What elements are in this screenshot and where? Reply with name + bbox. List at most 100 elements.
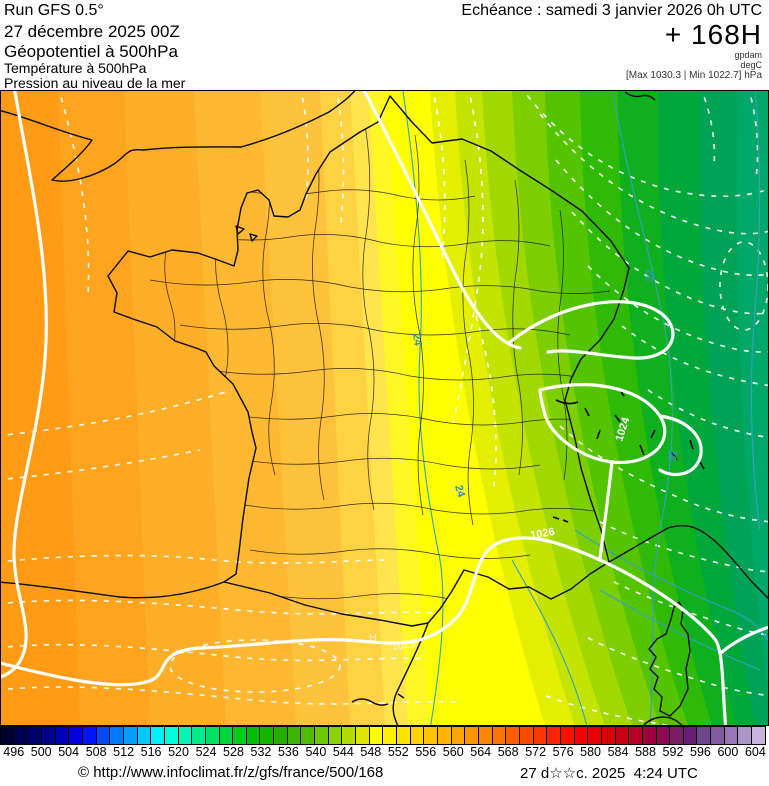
valid-time: Echéance : samedi 3 janvier 2026 0h UTC xyxy=(461,2,762,19)
colorbar-cell xyxy=(0,726,15,745)
colorbar-cell xyxy=(450,726,466,745)
colorbar-cell xyxy=(532,726,548,745)
colorbar-label: 552 xyxy=(387,745,409,759)
colorbar-label: 520 xyxy=(168,745,189,759)
model-run: Run GFS 0.5° xyxy=(4,2,104,19)
colorbar-label: 504 xyxy=(58,745,80,759)
spain-coastline xyxy=(0,581,225,599)
colorbar-label: 568 xyxy=(497,745,519,759)
england-coastline xyxy=(0,87,358,182)
north-coast-fragment xyxy=(624,91,656,101)
colorbar-cell xyxy=(122,726,138,745)
colorbar-cell xyxy=(13,726,29,745)
colorbar-label: 532 xyxy=(250,745,272,759)
colorbar-cell xyxy=(314,726,329,745)
italy-coastline xyxy=(608,524,769,600)
unit-geopotential: gpdam xyxy=(734,50,762,60)
colorbar-cell xyxy=(150,726,165,745)
field-pressure: Pression au niveau de la mer xyxy=(4,75,186,91)
temperature-contours xyxy=(401,84,769,731)
colorbar-cell xyxy=(641,726,657,745)
colorbar-cell xyxy=(273,726,288,745)
temperature-contour-label: 24 xyxy=(410,333,424,348)
colorbar-cell xyxy=(109,726,124,745)
colorbar-cell xyxy=(710,726,725,745)
run-date: 27 décembre 2025 00Z xyxy=(4,22,180,41)
colorbar-cell xyxy=(396,726,411,745)
colorbar-label: 548 xyxy=(360,745,382,759)
colorbar-cell xyxy=(245,726,261,745)
temperature-contour-label: 32 xyxy=(667,449,679,462)
colorbar-cell xyxy=(518,726,534,745)
colorbar-label: 540 xyxy=(305,745,327,759)
colorbar-label: 528 xyxy=(223,745,244,759)
colorbar-label: 516 xyxy=(140,745,162,759)
colorbar-cell xyxy=(573,726,589,745)
generation-timestamp: 27 d☆☆c. 2025 4:24 UTC xyxy=(520,765,698,782)
unit-temperature: degC xyxy=(740,60,762,70)
colorbar-cell xyxy=(559,726,575,745)
colorbar-cell xyxy=(300,726,316,745)
colorbar-labels: 496 500 504 508 512 516 520 524 528 532 536 540 544 5… xyxy=(0,745,769,761)
colorbar-cell xyxy=(669,726,684,745)
alpine-marks xyxy=(552,389,705,523)
colorbar-label: 560 xyxy=(442,745,464,759)
colorbar-label: 536 xyxy=(277,745,299,759)
colorbar-cell xyxy=(54,726,70,745)
spain-med-coast xyxy=(392,622,429,729)
colorbar-cell xyxy=(655,726,671,745)
colorbar-cell xyxy=(382,726,398,745)
colorbar-label: 572 xyxy=(525,745,547,759)
colorbar-cell xyxy=(218,726,234,745)
colorbar-label: 576 xyxy=(552,745,574,759)
balearic-islands xyxy=(351,693,405,706)
colorbar-cell xyxy=(81,726,97,745)
colorbar-cell xyxy=(491,726,507,745)
geopotential-bands xyxy=(58,90,769,726)
dashed-contours xyxy=(0,85,769,731)
colorbar-cell xyxy=(136,726,152,745)
corsica-coastline xyxy=(648,601,691,717)
colorbar-cell xyxy=(191,726,206,745)
colorbar-cell xyxy=(614,726,630,745)
colorbar-label: 496 xyxy=(3,745,25,759)
colorbar-cell xyxy=(177,726,193,745)
colorbar-label: 544 xyxy=(332,745,354,759)
colorbar-cell xyxy=(682,726,698,745)
colorbar-cell xyxy=(341,726,357,745)
source-url: © http://www.infoclimat.fr/z/gfs/france/… xyxy=(78,764,384,781)
colorbar-cell xyxy=(204,726,220,745)
colorbar-cell xyxy=(737,726,753,745)
pressure-contour-label: H xyxy=(369,632,377,644)
colorbar-cell xyxy=(286,726,302,745)
colorbar-label: 564 xyxy=(470,745,492,759)
colorbar-label: 592 xyxy=(662,745,684,759)
colorbar-cell xyxy=(628,726,643,745)
colorbar-cell xyxy=(600,726,616,745)
colorbar xyxy=(0,726,766,745)
colorbar-label: 556 xyxy=(415,745,437,759)
pressure-minmax: [Max 1030.3 | Min 1022.7] hPa xyxy=(625,70,762,81)
colorbar-label: 604 xyxy=(744,745,766,759)
colorbar-cell xyxy=(232,726,247,745)
colorbar-label: 524 xyxy=(195,745,217,759)
pressure-contour-label: 1026 xyxy=(529,526,555,542)
colorbar-cell xyxy=(477,726,493,745)
colorbar-label: 584 xyxy=(607,745,629,759)
colorbar-cell xyxy=(368,726,384,745)
colorbar-label: 512 xyxy=(113,745,135,759)
lead-time: + 168H xyxy=(664,19,762,50)
colorbar-cell xyxy=(355,726,370,745)
colorbar-cell xyxy=(751,726,766,745)
temperature-contour-label: 24 xyxy=(452,484,467,500)
isobars xyxy=(0,84,769,732)
colorbar-cell xyxy=(327,726,343,745)
pressure-contour-label: 1029 xyxy=(391,638,417,653)
temperature-contour-label: 32 xyxy=(644,269,656,282)
colorbar-cell xyxy=(546,726,561,745)
footer: © http://www.infoclimat.fr/z/gfs/france/… xyxy=(0,761,769,786)
colorbar-cell xyxy=(95,726,111,745)
header-right: Echéance : samedi 3 janvier 2026 0h UTC … xyxy=(461,1,762,82)
colorbar-cell xyxy=(40,726,56,745)
